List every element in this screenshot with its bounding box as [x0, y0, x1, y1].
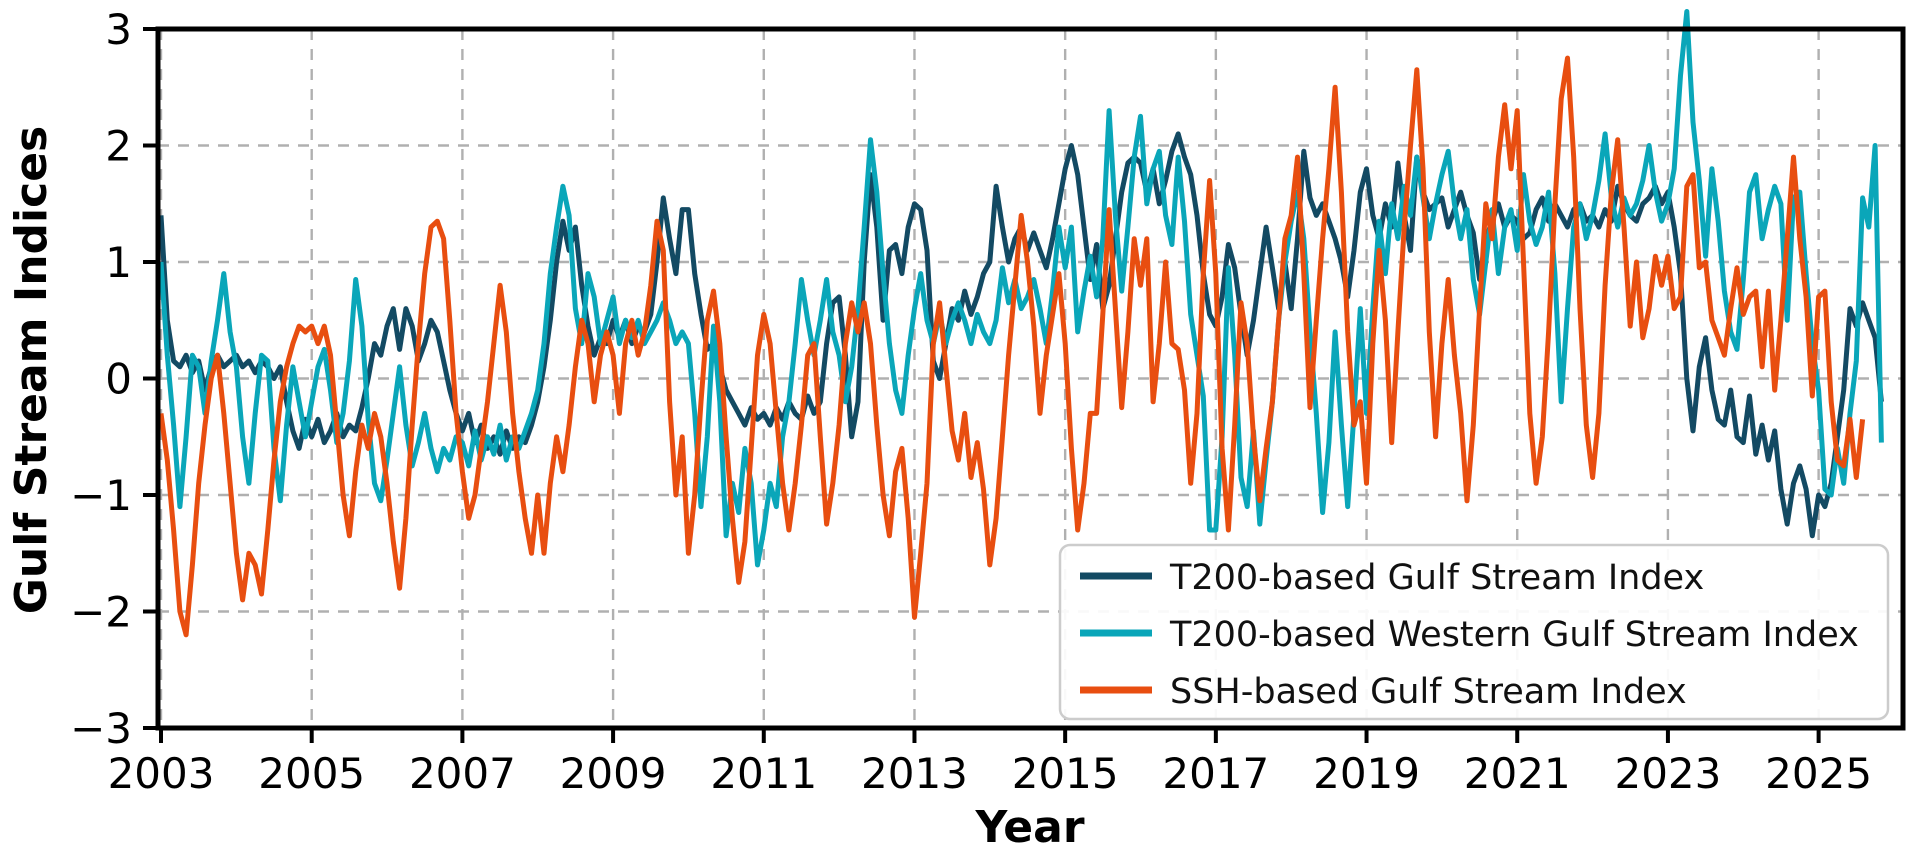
- x-tick-label: 2005: [258, 749, 365, 798]
- legend: T200-based Gulf Stream Index T200-based …: [1058, 543, 1890, 721]
- series-line-1: [158, 9, 1884, 568]
- x-tick-label: 2017: [1162, 749, 1269, 798]
- series-lines: [158, 9, 1884, 638]
- x-tick-label: 2015: [1012, 749, 1119, 798]
- y-tick-label: 2: [105, 122, 132, 171]
- x-tick-label: 2019: [1313, 749, 1420, 798]
- y-tick-label: 1: [105, 238, 132, 287]
- legend-label-ssh-gsi: SSH-based Gulf Stream Index: [1170, 672, 1687, 712]
- y-tick-label: −3: [70, 704, 132, 753]
- x-tick-label: 2013: [861, 749, 968, 798]
- x-tick-label: 2023: [1614, 749, 1721, 798]
- y-tick-label: −1: [70, 471, 132, 520]
- legend-label-t200-gsi: T200-based Gulf Stream Index: [1169, 558, 1704, 598]
- x-tick-label: 2011: [710, 749, 817, 798]
- y-axis-label: Gulf Stream Indices: [6, 126, 57, 615]
- x-tick-label: 2021: [1464, 749, 1571, 798]
- x-tick-label: 2009: [560, 749, 667, 798]
- y-tick-label: −2: [70, 588, 132, 637]
- y-tick-label: 0: [105, 355, 132, 404]
- x-tick-label: 2007: [409, 749, 516, 798]
- x-tick-label: 2003: [108, 749, 215, 798]
- x-axis-label: Year: [974, 802, 1084, 853]
- legend-label-t200-western-gsi: T200-based Western Gulf Stream Index: [1169, 615, 1859, 655]
- y-tick-labels: −3 −2 −1 0 1 2 3: [70, 5, 132, 753]
- series-line-2: [158, 55, 1866, 638]
- tick-marks: [143, 27, 1821, 743]
- y-tick-label: 3: [105, 5, 132, 54]
- legend-box: [1058, 543, 1890, 721]
- x-tick-label: 2025: [1765, 749, 1872, 798]
- x-tick-labels: 2003 2005 2007 2009 2011 2013 2015 2017 2019 2021…: [108, 749, 1872, 798]
